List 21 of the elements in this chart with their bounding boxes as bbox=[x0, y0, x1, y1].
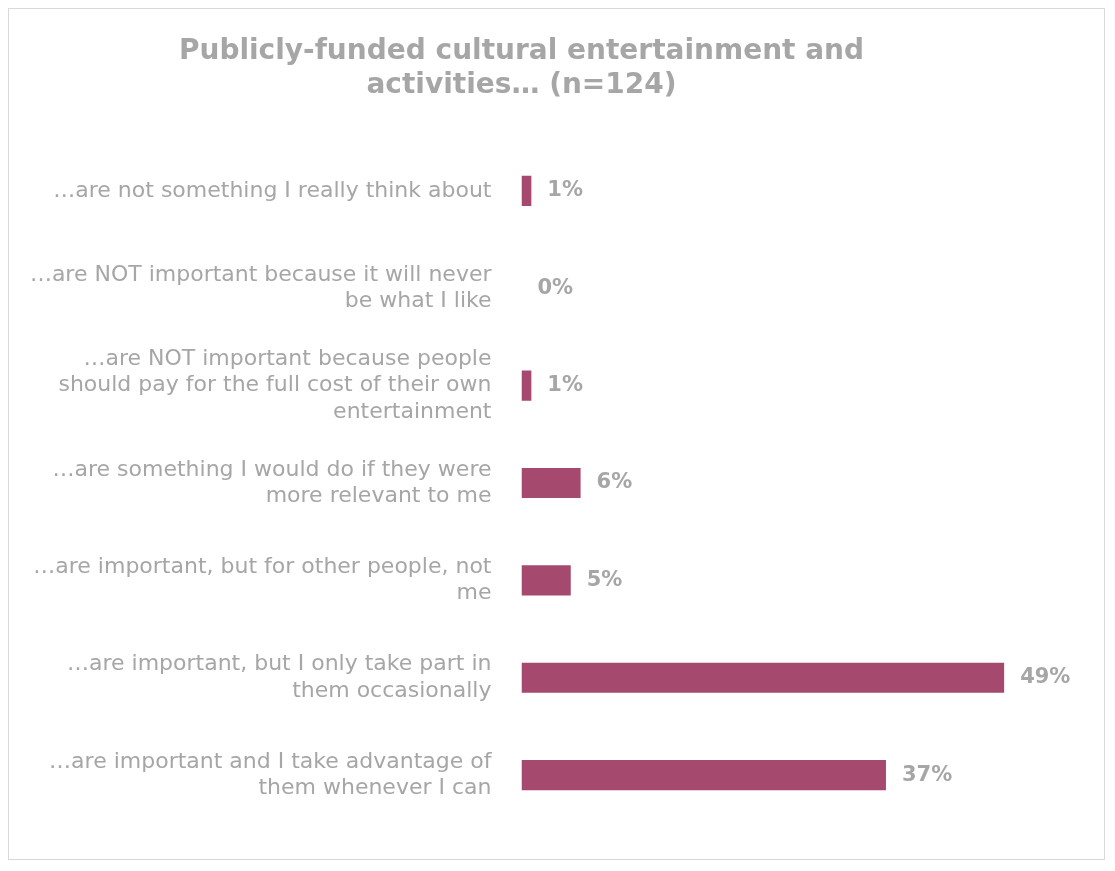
bar bbox=[521, 370, 532, 401]
y-tick-label: …are something I would do if they were more relevant to me bbox=[52, 455, 492, 507]
bar bbox=[521, 467, 581, 499]
bar bbox=[521, 760, 886, 791]
y-tick-label: …are important, but I only take part in them occasionally bbox=[66, 650, 492, 702]
bar bbox=[521, 662, 1005, 693]
y-tick-label: …are important and I take advantage of them whenever I can bbox=[49, 747, 493, 800]
bar bbox=[521, 175, 532, 206]
data-label: 1% bbox=[547, 372, 584, 397]
bar bbox=[521, 565, 571, 596]
data-label: 6% bbox=[596, 469, 633, 494]
y-tick-label: …are not something I really think about bbox=[53, 176, 492, 202]
chart-title: Publicly-funded cultural entertainment and activities… (n=124) bbox=[178, 33, 865, 100]
data-label: 0% bbox=[537, 274, 574, 299]
data-label: 37% bbox=[901, 761, 953, 786]
data-label: 5% bbox=[586, 566, 623, 591]
data-label: 49% bbox=[1020, 664, 1071, 689]
y-tick-label: …are important, but for other people, not me bbox=[33, 552, 492, 605]
data-label: 1% bbox=[547, 177, 584, 202]
y-tick-label: …are NOT important because it will never be what I like bbox=[29, 260, 493, 313]
y-tick-label: …are NOT important because people should pay for the full cost of their own entertainment bbox=[58, 344, 492, 423]
